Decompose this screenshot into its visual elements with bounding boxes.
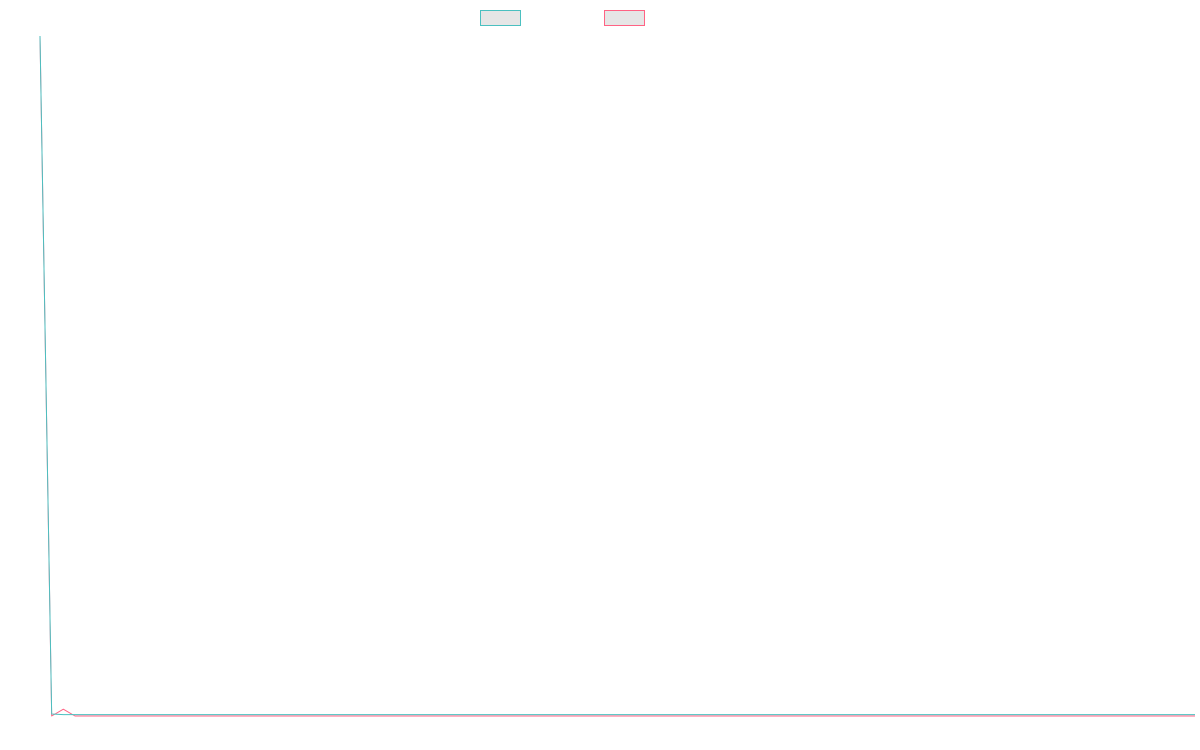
legend-swatch-1[interactable] <box>480 10 521 26</box>
legend-swatch-2[interactable] <box>604 10 645 26</box>
legend <box>480 10 645 26</box>
series-line-1 <box>39 35 1195 716</box>
series-line-2 <box>39 35 1195 717</box>
plot-area <box>39 35 1195 717</box>
